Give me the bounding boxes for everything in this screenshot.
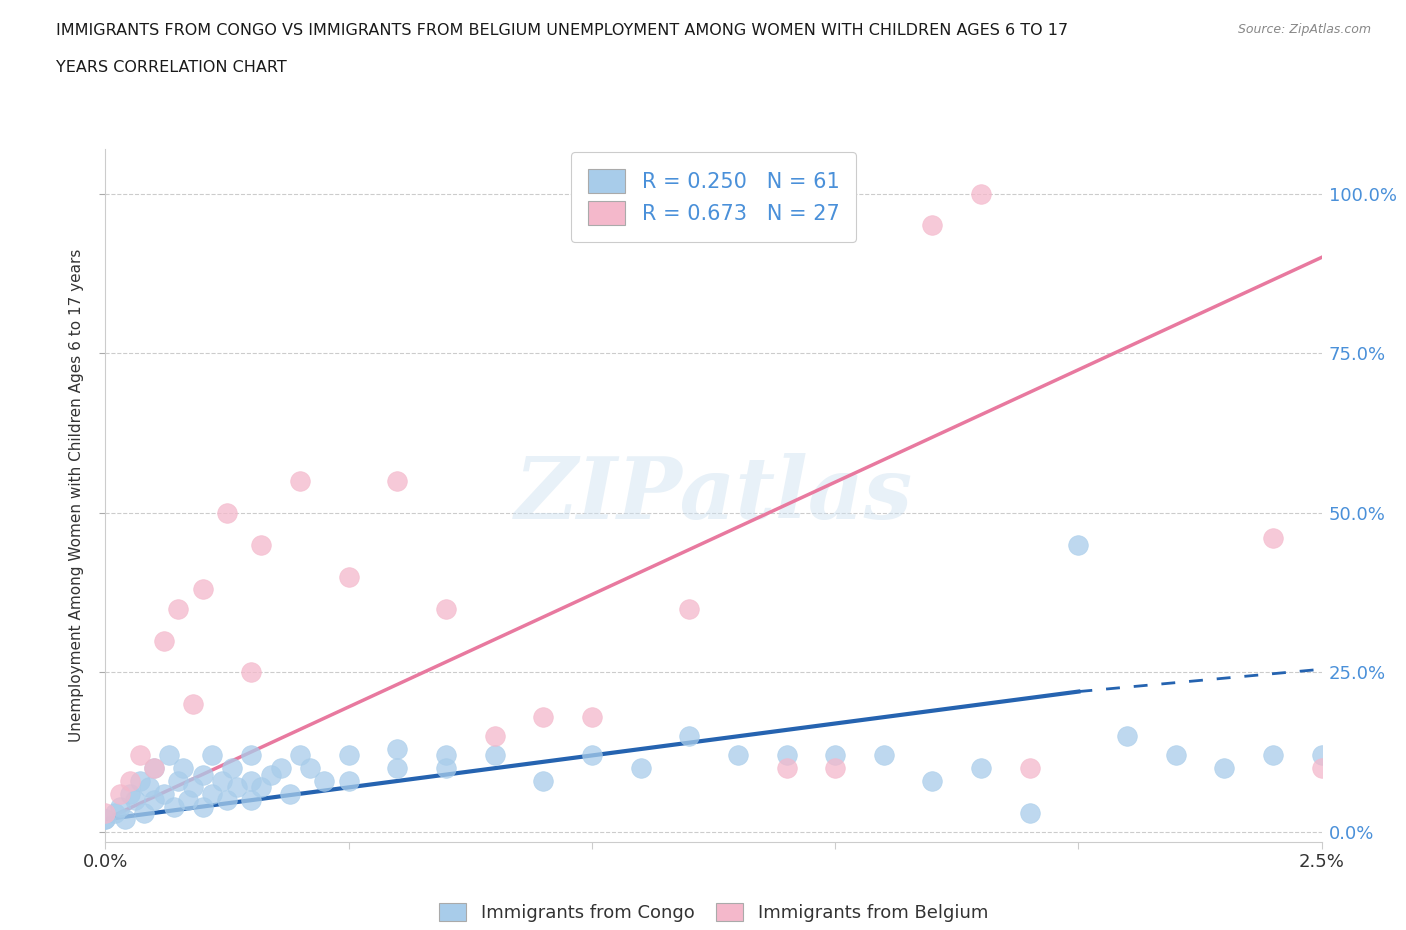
Point [824,761,846,776]
Point [221,761,243,776]
Point [191,799,214,814]
Point [260,767,283,782]
Point [1164,748,1187,763]
Point [1310,748,1333,763]
Point [250,538,273,552]
Point [240,748,263,763]
Point [298,761,321,776]
Point [970,186,993,201]
Point [217,792,239,807]
Point [143,792,166,807]
Point [153,633,176,648]
Point [434,601,457,616]
Point [434,761,457,776]
Point [278,787,301,802]
Point [581,748,603,763]
Point [211,774,233,789]
Point [240,792,263,807]
Point [630,761,652,776]
Text: ZIPatlas: ZIPatlas [515,454,912,537]
Point [387,761,409,776]
Point [153,787,176,802]
Point [108,787,131,802]
Y-axis label: Unemployment Among Women with Children Ages 6 to 17 years: Unemployment Among Women with Children A… [69,248,84,742]
Point [727,748,749,763]
Point [128,748,150,763]
Point [484,729,506,744]
Point [114,812,136,827]
Point [970,761,993,776]
Point [167,774,190,789]
Point [157,748,180,763]
Point [167,601,190,616]
Point [873,748,896,763]
Point [288,748,311,763]
Point [108,799,131,814]
Point [678,729,700,744]
Point [824,748,846,763]
Point [1018,805,1040,820]
Point [1310,761,1333,776]
Point [181,780,204,795]
Point [143,761,166,776]
Point [177,792,200,807]
Point [434,748,457,763]
Point [201,748,224,763]
Point [775,748,797,763]
Point [484,748,506,763]
Point [240,774,263,789]
Text: Source: ZipAtlas.com: Source: ZipAtlas.com [1237,23,1371,36]
Legend: Immigrants from Congo, Immigrants from Belgium: Immigrants from Congo, Immigrants from B… [432,896,995,929]
Point [581,710,603,724]
Point [104,805,127,820]
Point [314,774,336,789]
Point [337,569,360,584]
Point [240,665,263,680]
Point [138,780,160,795]
Point [118,787,141,802]
Point [531,710,554,724]
Text: YEARS CORRELATION CHART: YEARS CORRELATION CHART [56,60,287,75]
Point [143,761,166,776]
Point [387,741,409,756]
Point [124,792,146,807]
Point [1261,531,1284,546]
Point [191,582,214,597]
Point [250,780,273,795]
Point [288,473,311,488]
Point [270,761,292,776]
Point [1116,729,1139,744]
Point [191,767,214,782]
Point [1261,748,1284,763]
Point [94,805,117,820]
Point [337,748,360,763]
Point [387,473,409,488]
Point [225,780,247,795]
Point [775,761,797,776]
Point [118,774,141,789]
Point [678,601,700,616]
Point [134,805,156,820]
Point [162,799,184,814]
Point [337,774,360,789]
Point [94,812,117,827]
Text: IMMIGRANTS FROM CONGO VS IMMIGRANTS FROM BELGIUM UNEMPLOYMENT AMONG WOMEN WITH C: IMMIGRANTS FROM CONGO VS IMMIGRANTS FROM… [56,23,1069,38]
Point [1018,761,1040,776]
Point [531,774,554,789]
Point [181,697,204,711]
Point [94,812,117,827]
Point [1067,538,1090,552]
Point [172,761,194,776]
Point [921,774,943,789]
Point [217,505,239,520]
Point [201,787,224,802]
Point [921,218,943,232]
Point [128,774,150,789]
Point [1213,761,1236,776]
